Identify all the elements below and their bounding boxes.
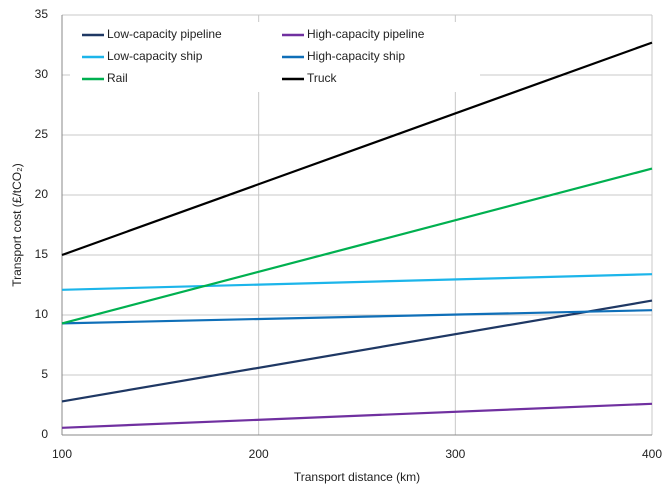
legend-label: Low-capacity ship (107, 49, 203, 63)
series-line (61, 167, 653, 325)
legend-label: Truck (307, 71, 338, 85)
legend-label: Rail (107, 71, 128, 85)
y-tick-label: 0 (41, 427, 48, 441)
y-tick-label: 10 (35, 307, 49, 321)
y-tick-label: 30 (35, 67, 49, 81)
series-line (61, 41, 653, 257)
series-line (61, 299, 653, 403)
lines (61, 41, 653, 429)
x-axis-label: Transport distance (km) (294, 470, 420, 484)
series-line (61, 273, 653, 291)
series-line (61, 309, 653, 325)
grid: 0 5 10 15 20 25 30 35 100 200 300 400 (35, 7, 662, 461)
y-tick-label: 35 (35, 7, 49, 21)
x-tick-label: 300 (445, 447, 465, 461)
legend: Low-capacity pipeline High-capacity pipel… (70, 22, 480, 92)
legend-box (70, 22, 480, 92)
y-axis-label: Transport cost (£/tCO₂) (10, 163, 24, 287)
legend-label: High-capacity ship (307, 49, 405, 63)
x-tick-label: 200 (249, 447, 269, 461)
x-tick-label: 100 (52, 447, 72, 461)
y-tick-label: 15 (35, 247, 49, 261)
x-tick-label: 400 (642, 447, 662, 461)
y-tick-label: 25 (35, 127, 49, 141)
y-tick-label: 20 (35, 187, 49, 201)
y-tick-label: 5 (41, 367, 48, 381)
legend-label: High-capacity pipeline (307, 27, 425, 41)
legend-label: Low-capacity pipeline (107, 27, 222, 41)
series-line (61, 402, 653, 429)
